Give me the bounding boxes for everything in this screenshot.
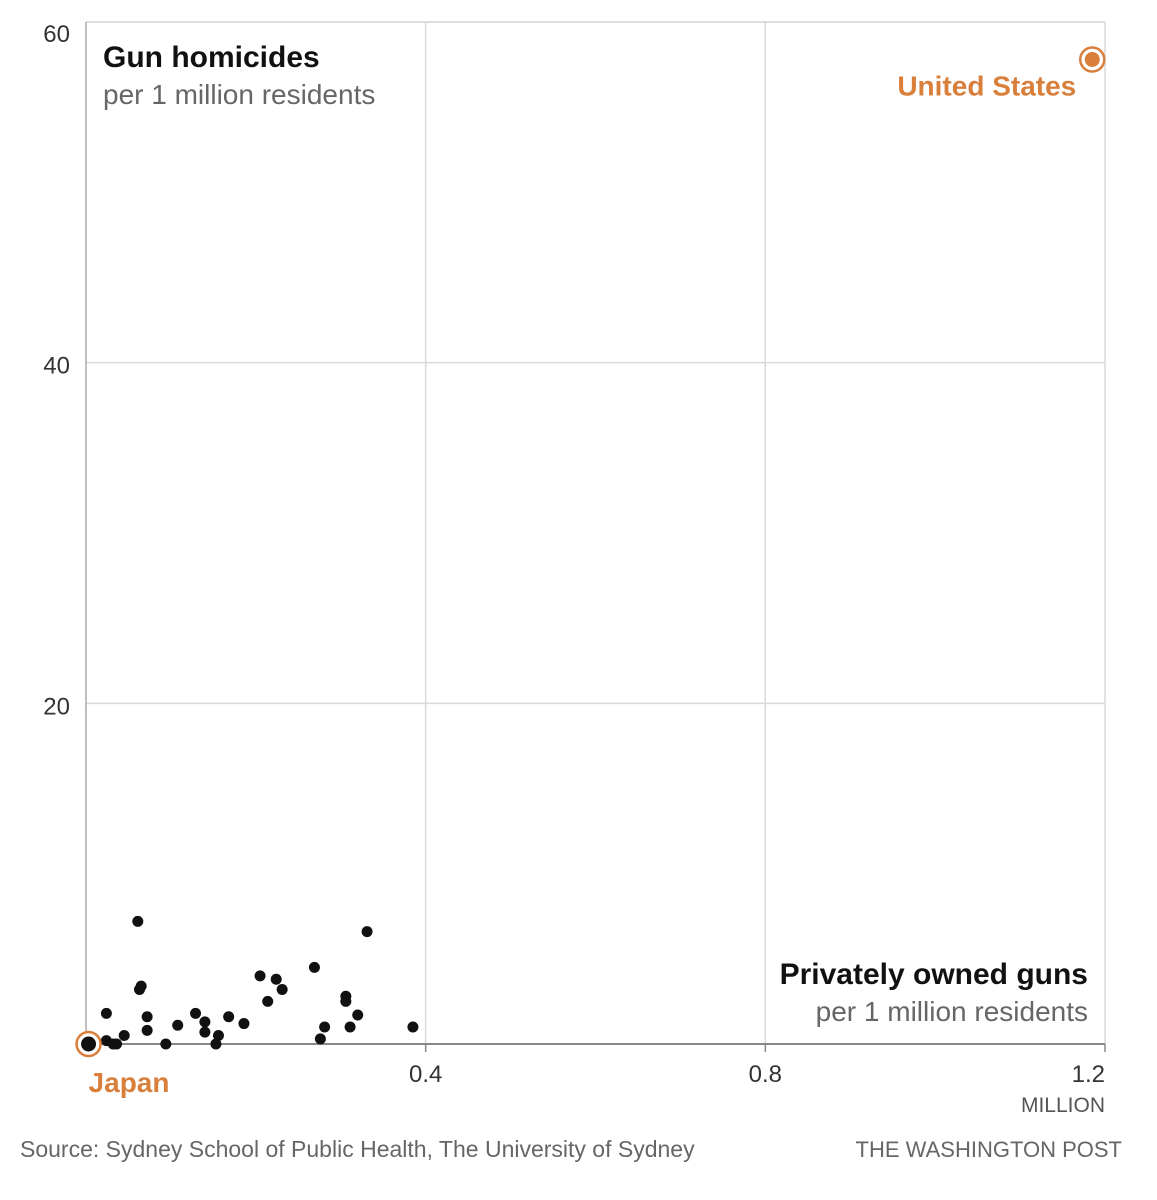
data-point-30	[352, 1009, 364, 1021]
y-tick-label-1: 40	[43, 353, 70, 380]
data-point-29	[344, 1021, 356, 1033]
data-point-26	[319, 1021, 331, 1033]
data-point-10	[141, 1024, 153, 1036]
data-point-24	[308, 961, 320, 973]
data-point-9	[141, 1011, 153, 1023]
source-note: Source: Sydney School of Public Health, …	[20, 1136, 695, 1162]
data-point-4	[111, 1038, 123, 1050]
data-point-17	[212, 1029, 224, 1041]
y-axis-subtitle: per 1 million residents	[103, 79, 375, 110]
x-axis-title: Privately owned guns	[780, 958, 1088, 991]
y-tick-label-0: 20	[43, 693, 70, 720]
highlight-point-japan	[81, 1036, 97, 1052]
data-point-21	[262, 995, 274, 1007]
data-point-14	[199, 1016, 211, 1028]
highlighted-points: United States Japan	[75, 46, 1106, 1098]
tick-labels: 0.4 0.8 1.2 20 40 60	[43, 21, 1105, 1088]
publisher-credit: THE WASHINGTON POST	[856, 1137, 1122, 1162]
data-point-2	[100, 1007, 112, 1019]
data-point-20	[254, 970, 266, 982]
data-point-12	[172, 1019, 184, 1031]
y-tick-label-2: 60	[43, 21, 70, 48]
data-point-31	[361, 926, 373, 938]
x-tick-label-1: 0.8	[749, 1061, 782, 1088]
x-axis-unit: MILLION	[1021, 1094, 1105, 1117]
data-point-32	[407, 1021, 419, 1033]
x-axis-subtitle: per 1 million residents	[816, 996, 1088, 1027]
data-point-8	[135, 980, 147, 992]
data-point-11	[160, 1038, 172, 1050]
data-points	[83, 915, 419, 1050]
grid	[86, 21, 1106, 1044]
data-point-16	[210, 1038, 222, 1050]
x-tick-label-2: 1.2	[1072, 1061, 1105, 1088]
data-point-6	[132, 915, 144, 927]
data-point-18	[223, 1011, 235, 1023]
data-point-5	[118, 1029, 130, 1041]
x-tick-label-0: 0.4	[409, 1061, 442, 1088]
data-point-28	[340, 990, 352, 1002]
highlight-point-united-states	[1084, 51, 1100, 67]
data-point-23	[276, 983, 288, 995]
data-point-19	[238, 1018, 250, 1030]
data-point-22	[270, 973, 282, 985]
chart-title: Gun homicides	[103, 41, 320, 74]
data-point-15	[199, 1026, 211, 1038]
label-japan: Japan	[89, 1067, 170, 1098]
data-point-25	[314, 1033, 326, 1045]
axes	[85, 22, 1106, 1052]
label-united-states: United States	[897, 70, 1076, 101]
data-point-13	[190, 1007, 202, 1019]
